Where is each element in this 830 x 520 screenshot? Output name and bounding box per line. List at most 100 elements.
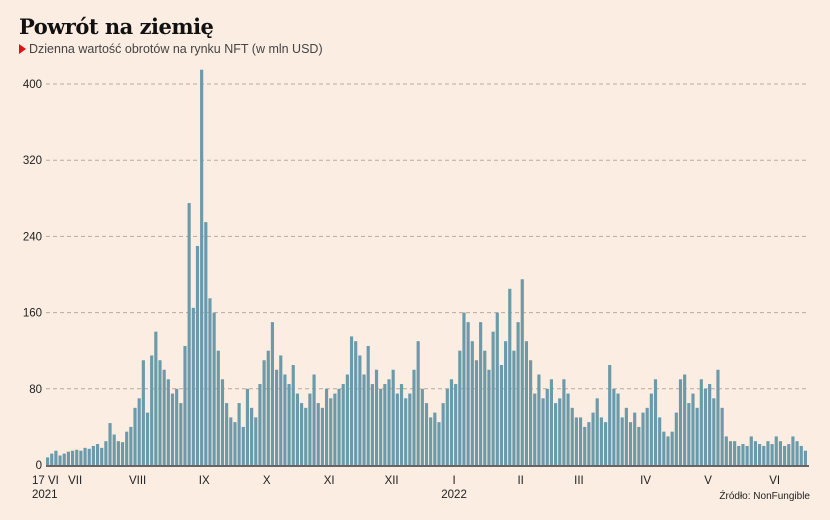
bar: [787, 444, 791, 465]
bar: [270, 322, 275, 466]
bar: [633, 412, 637, 465]
bar: [141, 360, 145, 465]
bars: [46, 69, 807, 466]
bar: [724, 436, 728, 465]
bar: [358, 355, 362, 465]
bar: [674, 412, 678, 465]
bar: [803, 450, 807, 465]
bar: [404, 398, 408, 465]
chart-subtitle: Dzienna wartość obrotów na rynku NFT (w …: [19, 42, 323, 56]
bar: [495, 312, 499, 465]
bar: [200, 69, 204, 466]
bar: [120, 442, 125, 465]
bar: [66, 451, 70, 465]
bar: [229, 417, 233, 466]
bar: [424, 403, 429, 465]
bar: [529, 360, 533, 465]
bar: [520, 279, 524, 465]
bar: [683, 374, 687, 465]
bar: [191, 307, 195, 465]
bar: [728, 441, 733, 465]
bar: [116, 441, 120, 465]
bar: [370, 384, 374, 465]
bar: [241, 426, 245, 465]
bar: [87, 448, 91, 465]
bar: [791, 436, 795, 465]
x-tick-label: XII: [385, 475, 399, 487]
bar: [533, 393, 537, 465]
bar: [549, 379, 553, 465]
bar: [574, 417, 578, 466]
bar: [250, 407, 254, 465]
bar: [578, 417, 583, 466]
bar: [483, 350, 487, 465]
bar: [225, 403, 229, 465]
bar: [220, 379, 225, 465]
bar: [46, 457, 50, 465]
bar: [466, 322, 470, 466]
bar: [678, 379, 683, 465]
bar: [499, 364, 504, 465]
bar: [641, 412, 645, 465]
bar: [333, 393, 337, 465]
bar: [558, 398, 562, 465]
bar: [670, 431, 674, 465]
bar: [541, 398, 545, 465]
bar: [766, 441, 770, 465]
bar: [137, 398, 141, 465]
x-tick-label: III: [574, 475, 584, 487]
bar: [324, 388, 329, 465]
bar: [237, 403, 241, 465]
y-tick-label: 80: [29, 384, 42, 396]
bar: [291, 364, 295, 465]
bar: [479, 322, 483, 466]
x-tick-label: IV: [640, 475, 651, 487]
bar: [108, 423, 112, 465]
bar: [266, 350, 270, 465]
bar: [175, 388, 179, 465]
bar: [699, 379, 703, 465]
bar: [395, 393, 399, 465]
bar: [745, 445, 749, 465]
bar: [354, 341, 358, 465]
bar: [799, 445, 803, 465]
bar: [258, 384, 262, 465]
bar: [349, 336, 354, 465]
y-tick-label: 400: [23, 79, 42, 91]
bar: [758, 444, 762, 465]
red-triangle-icon: [19, 44, 26, 54]
bar: [145, 412, 150, 465]
y-tick-label: 240: [23, 231, 42, 243]
bar: [595, 398, 599, 465]
x-tick-label: V: [704, 475, 712, 487]
bar: [474, 360, 479, 465]
bar: [566, 393, 570, 465]
bar: [216, 350, 220, 465]
x-tick-label: 17 VI: [32, 475, 59, 487]
bar: [391, 369, 395, 465]
bar: [691, 393, 695, 465]
x-tick-label: VII: [68, 475, 82, 487]
bar: [54, 450, 58, 465]
bar: [362, 374, 366, 465]
bar: [441, 403, 445, 465]
bar: [166, 379, 170, 465]
bar: [379, 388, 383, 465]
bar: [774, 436, 778, 465]
bar: [637, 426, 641, 465]
bar: [341, 384, 345, 465]
bar: [279, 355, 283, 465]
bar: [212, 312, 216, 465]
bar: [703, 388, 708, 465]
bar: [653, 379, 658, 465]
bar: [345, 374, 349, 465]
bar: [208, 298, 212, 465]
bar: [383, 384, 387, 465]
bar: [662, 431, 666, 465]
x-tick-label: X: [263, 475, 271, 487]
bar: [204, 222, 208, 465]
bar: [162, 369, 166, 465]
bar: [741, 444, 745, 465]
year-label: 2021: [32, 489, 58, 501]
